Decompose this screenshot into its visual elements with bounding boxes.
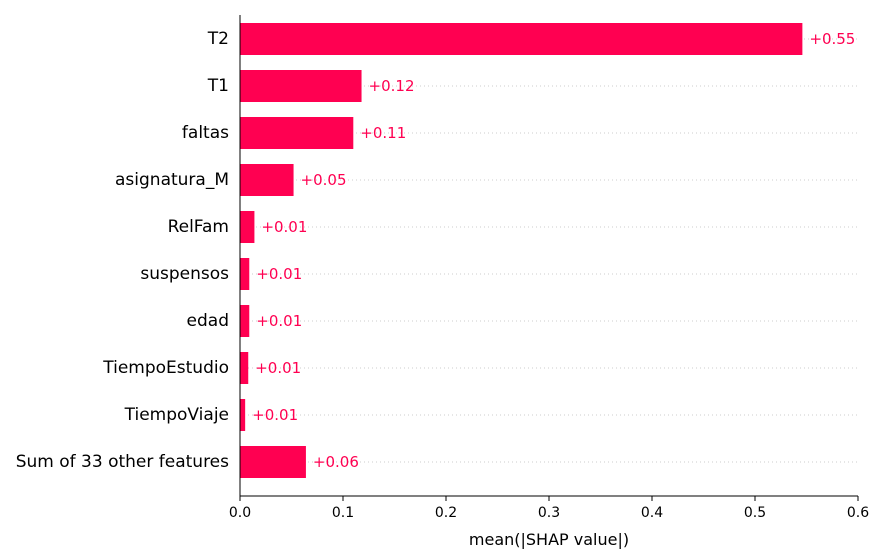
bar [240, 258, 250, 290]
value-label: +0.01 [256, 265, 302, 283]
value-label: +0.01 [252, 406, 298, 424]
category-label: RelFam [168, 217, 229, 237]
value-label: +0.12 [369, 77, 415, 95]
category-label: Sum of 33 other features [16, 452, 229, 472]
x-tick-label: 0.0 [229, 505, 251, 521]
bar [240, 305, 250, 337]
value-label: +0.01 [256, 312, 302, 330]
x-tick-label: 0.6 [847, 505, 869, 521]
category-label: edad [187, 311, 229, 331]
value-label: +0.01 [255, 359, 301, 377]
bar [240, 211, 255, 243]
category-labels: T2 T1 faltas asignatura_M RelFam suspensos eda… [16, 29, 229, 472]
bar [240, 117, 354, 149]
x-tick-label: 0.2 [435, 505, 457, 521]
x-axis-title: mean(|SHAP value|) [469, 530, 629, 549]
value-label: +0.01 [261, 218, 307, 236]
value-label: +0.11 [360, 124, 406, 142]
category-label: suspensos [140, 264, 229, 284]
category-label: TiempoEstudio [102, 358, 229, 378]
bars [240, 23, 803, 478]
category-label: T1 [207, 76, 229, 96]
bar [240, 23, 803, 55]
category-label: faltas [182, 123, 229, 143]
value-label: +0.06 [313, 453, 359, 471]
x-tick-label: 0.4 [641, 505, 663, 521]
row-gridlines [240, 38, 858, 463]
value-labels: +0.55 +0.12 +0.11 +0.05 +0.01 +0.01 +0.01 +0.01… [252, 30, 855, 471]
category-label: asignatura_M [115, 170, 229, 190]
x-tick-label: 0.1 [332, 505, 354, 521]
bar [240, 352, 249, 384]
bar [240, 399, 246, 431]
x-tick-label: 0.3 [538, 505, 560, 521]
bar [240, 446, 306, 478]
x-axis-ticks: 0.0 0.1 0.2 0.3 0.4 0.5 0.6 [229, 496, 869, 521]
value-label: +0.05 [301, 171, 347, 189]
value-label: +0.55 [809, 30, 855, 48]
bar [240, 164, 294, 196]
bar [240, 70, 362, 102]
x-tick-label: 0.5 [744, 505, 766, 521]
category-label: T2 [207, 29, 229, 49]
category-label: TiempoViaje [124, 405, 229, 425]
